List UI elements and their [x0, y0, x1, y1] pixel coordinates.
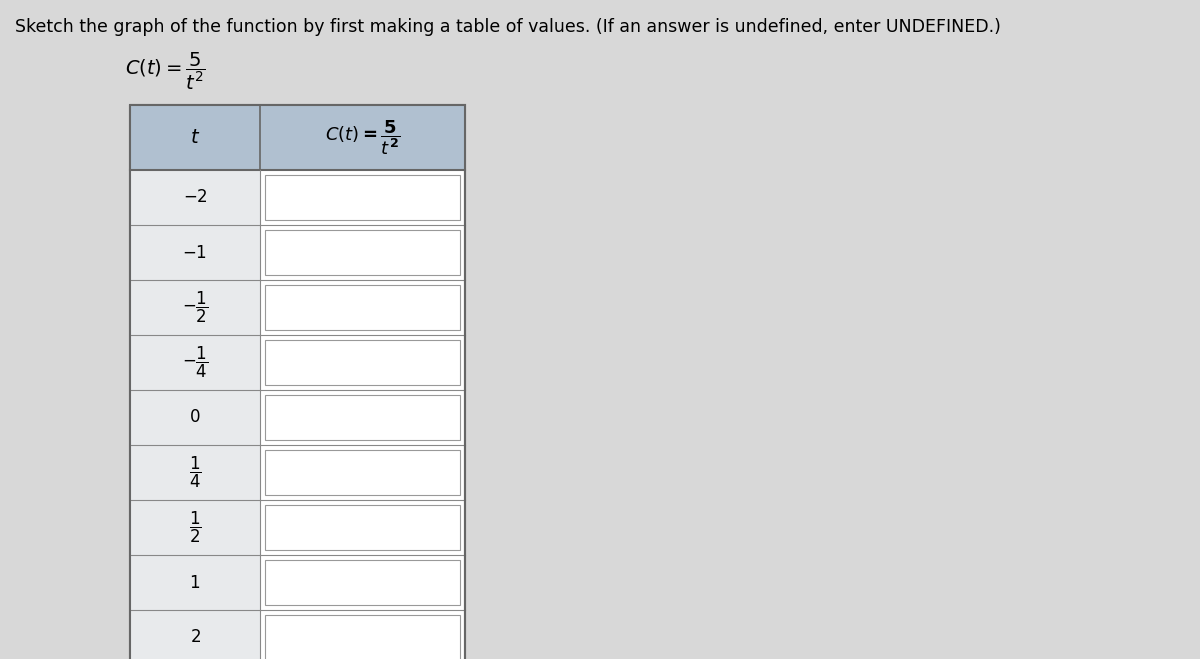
- Bar: [130, 335, 260, 390]
- Bar: [130, 105, 466, 659]
- Bar: [265, 615, 460, 659]
- Bar: [130, 445, 260, 500]
- Bar: [265, 340, 460, 385]
- Text: $-2$: $-2$: [182, 188, 208, 206]
- Bar: [265, 285, 460, 330]
- Text: $C(t) = \dfrac{5}{t^2}$: $C(t) = \dfrac{5}{t^2}$: [125, 50, 205, 92]
- Text: $-\dfrac{1}{2}$: $-\dfrac{1}{2}$: [181, 290, 209, 325]
- Bar: [265, 505, 460, 550]
- Text: $\mathbf{\mathit{C(t)}} \mathbf{=} \dfrac{\mathbf{5}}{\mathbf{\mathit{t}^2}}$: $\mathbf{\mathit{C(t)}} \mathbf{=} \dfra…: [325, 118, 400, 157]
- Bar: [130, 500, 260, 555]
- Bar: [130, 170, 260, 225]
- Bar: [130, 105, 466, 659]
- Bar: [265, 450, 460, 495]
- Text: $-\dfrac{1}{4}$: $-\dfrac{1}{4}$: [181, 345, 209, 380]
- Bar: [130, 555, 260, 610]
- Text: $\mathbf{\mathit{t}}$: $\mathbf{\mathit{t}}$: [190, 128, 200, 147]
- Bar: [130, 105, 466, 170]
- Bar: [130, 390, 260, 445]
- Text: $1$: $1$: [190, 573, 200, 592]
- Bar: [265, 230, 460, 275]
- Text: $2$: $2$: [190, 629, 200, 646]
- Text: $-1$: $-1$: [182, 243, 208, 262]
- Text: $\dfrac{1}{4}$: $\dfrac{1}{4}$: [188, 455, 202, 490]
- Bar: [130, 280, 260, 335]
- Bar: [265, 395, 460, 440]
- Bar: [130, 610, 260, 659]
- Bar: [265, 560, 460, 605]
- Text: $0$: $0$: [190, 409, 200, 426]
- Bar: [130, 225, 260, 280]
- Text: Sketch the graph of the function by first making a table of values. (If an answe: Sketch the graph of the function by firs…: [14, 18, 1001, 36]
- Bar: [265, 175, 460, 220]
- Text: $\dfrac{1}{2}$: $\dfrac{1}{2}$: [188, 510, 202, 545]
